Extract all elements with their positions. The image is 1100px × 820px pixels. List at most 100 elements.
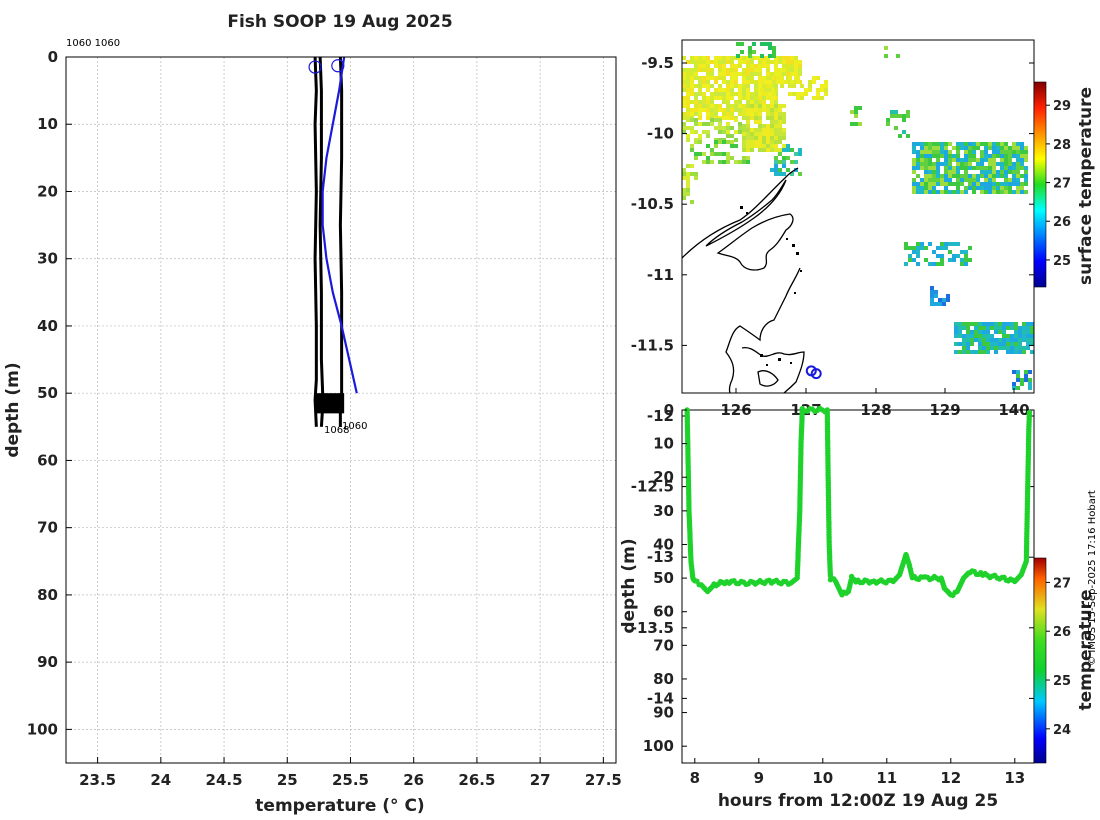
sst-cell bbox=[796, 96, 800, 100]
sst-cell bbox=[920, 178, 924, 182]
sst-cell bbox=[956, 254, 960, 258]
sst-cell bbox=[1012, 174, 1016, 178]
sst-cell bbox=[948, 174, 952, 178]
sst-cell bbox=[762, 64, 766, 68]
sst-cell bbox=[1008, 150, 1012, 154]
sst-cell bbox=[986, 350, 990, 354]
sst-cell bbox=[916, 250, 920, 254]
sst-cell bbox=[706, 64, 710, 68]
sst-cell bbox=[908, 258, 912, 262]
sst-cell bbox=[738, 160, 742, 164]
sst-cell bbox=[1004, 162, 1008, 166]
sst-cell bbox=[812, 96, 816, 100]
sst-cell bbox=[718, 152, 722, 156]
sst-cell bbox=[854, 122, 858, 126]
sst-cell bbox=[958, 330, 962, 334]
sst-cell bbox=[794, 152, 798, 156]
sst-cell bbox=[920, 190, 924, 194]
sst-cell bbox=[988, 178, 992, 182]
sst-cell bbox=[988, 154, 992, 158]
sst-cell bbox=[690, 100, 694, 104]
sst-cell bbox=[970, 330, 974, 334]
sst-cell bbox=[958, 342, 962, 346]
sst-cell bbox=[722, 76, 726, 80]
sst-cell bbox=[690, 88, 694, 92]
sst-cell bbox=[722, 152, 726, 156]
sst-cell bbox=[734, 80, 738, 84]
sst-cell bbox=[992, 178, 996, 182]
sst-cell bbox=[706, 100, 710, 104]
sst-cell bbox=[824, 80, 828, 84]
profile-y-tick-label: 90 bbox=[37, 653, 58, 671]
sst-cell bbox=[742, 68, 746, 72]
sst-cell bbox=[954, 330, 958, 334]
sst-cell bbox=[800, 96, 804, 100]
sst-cell bbox=[936, 158, 940, 162]
profile-x-tick-label: 27 bbox=[530, 771, 551, 789]
sst-cell bbox=[1024, 370, 1028, 374]
sst-cell bbox=[924, 142, 928, 146]
sst-cell bbox=[768, 88, 772, 92]
sst-cell bbox=[742, 140, 746, 144]
sst-cell bbox=[920, 182, 924, 186]
sst-cell bbox=[726, 160, 730, 164]
sst-cell bbox=[746, 112, 750, 116]
sst-cell bbox=[924, 154, 928, 158]
sst-cell bbox=[974, 330, 978, 334]
sst-cell bbox=[1020, 378, 1024, 382]
sst-cell bbox=[754, 88, 758, 92]
sst-cell bbox=[710, 108, 714, 112]
section-y-tick-label: 50 bbox=[653, 569, 674, 587]
sst-cell bbox=[790, 80, 794, 84]
sst-cell bbox=[694, 72, 698, 76]
sst-cell bbox=[706, 84, 710, 88]
sst-cell bbox=[682, 84, 686, 88]
sst-cell bbox=[962, 334, 966, 338]
sst-cell bbox=[948, 166, 952, 170]
profile-x-tick-label: 25 bbox=[277, 771, 298, 789]
sst-cell bbox=[734, 72, 738, 76]
sst-cell bbox=[726, 60, 730, 64]
sst-cell bbox=[770, 140, 774, 144]
sst-cell bbox=[738, 88, 742, 92]
sst-cell bbox=[1030, 338, 1034, 342]
sst-cell bbox=[1016, 378, 1020, 382]
sst-cell bbox=[816, 88, 820, 92]
temperature-colorbar-label: temperature bbox=[1076, 589, 1096, 710]
sst-cell bbox=[762, 96, 766, 100]
sst-cell bbox=[734, 104, 738, 108]
sst-cell bbox=[924, 190, 928, 194]
sst-cell bbox=[964, 170, 968, 174]
sst-cell bbox=[972, 182, 976, 186]
sst-cell bbox=[980, 170, 984, 174]
sst-cell bbox=[740, 50, 744, 54]
sst-cell bbox=[992, 142, 996, 146]
sst-cell bbox=[750, 92, 754, 96]
sst-cell bbox=[794, 60, 798, 64]
sst-cell bbox=[936, 190, 940, 194]
sst-cell bbox=[750, 64, 754, 68]
profile-y-tick-label: 70 bbox=[37, 519, 58, 537]
sst-cell bbox=[710, 100, 714, 104]
sst-cell bbox=[774, 72, 778, 76]
sst-cell bbox=[984, 166, 988, 170]
sst-cell bbox=[770, 132, 774, 136]
sst-cell bbox=[1018, 342, 1022, 346]
sst-cell bbox=[764, 80, 768, 84]
sst-cell bbox=[762, 136, 766, 140]
sst-cell bbox=[960, 250, 964, 254]
sst-cell bbox=[690, 68, 694, 72]
sst-cell bbox=[1008, 178, 1012, 182]
sst-cell bbox=[742, 92, 746, 96]
sst-cell bbox=[730, 88, 734, 92]
sst-cell bbox=[920, 146, 924, 150]
sst-cell bbox=[992, 162, 996, 166]
sst-cell bbox=[718, 104, 722, 108]
sst-cell bbox=[690, 144, 694, 148]
sst-cell bbox=[746, 140, 750, 144]
sst-cell bbox=[730, 96, 734, 100]
sst-cell bbox=[992, 186, 996, 190]
sst-cell bbox=[984, 178, 988, 182]
sst-cell bbox=[766, 60, 770, 64]
sst-cell bbox=[786, 56, 790, 60]
